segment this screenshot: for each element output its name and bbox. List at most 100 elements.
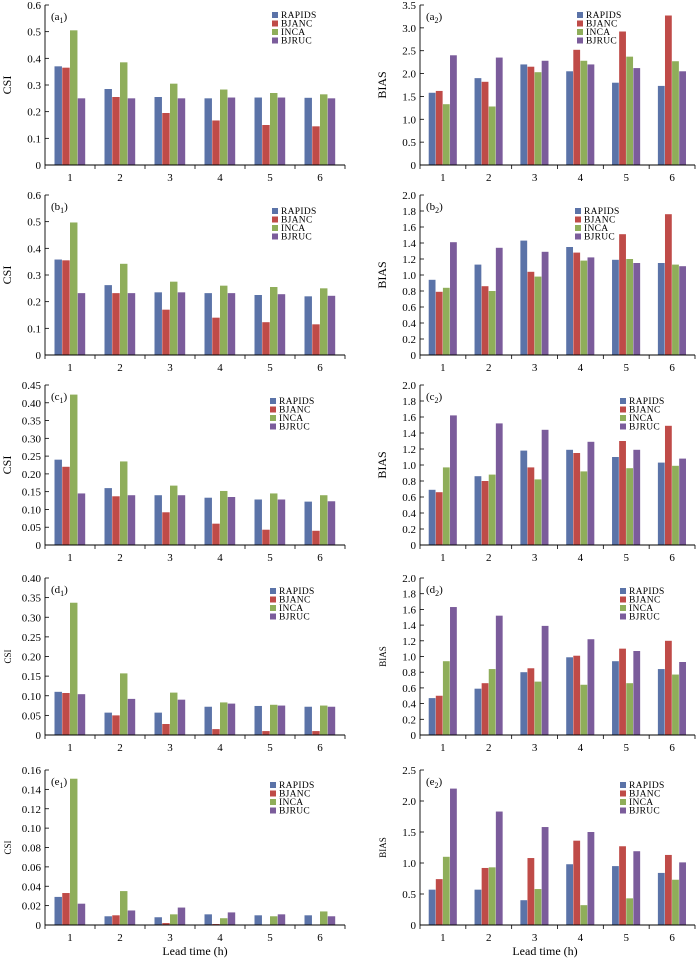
y-tick-label: 2.0 xyxy=(402,190,416,202)
legend-label-inca: INCA xyxy=(281,28,305,38)
bar-rapids-6 xyxy=(657,462,665,545)
legend-swatch-inca xyxy=(270,415,276,421)
bar-bjanc-6 xyxy=(664,640,672,735)
bar-bjanc-4 xyxy=(212,924,220,925)
bar-bjruc-5 xyxy=(633,651,641,735)
legend-swatch-rapids xyxy=(272,208,278,214)
y-axis-title: CSI xyxy=(3,649,13,663)
bar-bjruc-5 xyxy=(277,294,286,355)
bar-inca-1 xyxy=(70,30,78,165)
bar-inca-6 xyxy=(320,911,328,925)
bar-rapids-1 xyxy=(54,691,62,735)
bar-bjruc-1 xyxy=(77,694,86,735)
bar-inca-6 xyxy=(672,264,679,355)
bar-bjruc-5 xyxy=(277,914,286,925)
x-tick-label: 3 xyxy=(532,552,538,564)
x-tick-label: 4 xyxy=(578,932,584,944)
y-tick-label: 2.0 xyxy=(402,380,416,392)
bar-bjanc-1 xyxy=(435,879,443,925)
bar-bjruc-6 xyxy=(327,916,336,925)
bar-rapids-4 xyxy=(204,914,212,925)
x-tick-label: 2 xyxy=(117,932,123,944)
legend-label-rapids: RAPIDS xyxy=(629,397,665,407)
y-tick-label: 0.8 xyxy=(402,286,416,298)
bar-bjanc-4 xyxy=(573,252,581,355)
legend-label-rapids: RAPIDS xyxy=(279,781,315,791)
bar-bjruc-6 xyxy=(679,266,686,355)
bar-rapids-1 xyxy=(428,92,436,165)
legend-label-inca: INCA xyxy=(279,604,303,614)
bar-inca-6 xyxy=(672,879,679,925)
bar-rapids-6 xyxy=(304,706,312,735)
bar-bjanc-2 xyxy=(112,293,120,355)
legend-swatch-inca xyxy=(270,605,276,611)
legend-label-rapids: RAPIDS xyxy=(279,587,315,597)
y-tick-label: 0.4 xyxy=(27,53,41,65)
x-tick-label: 2 xyxy=(117,362,123,374)
y-axis-title: BIAS xyxy=(378,646,388,667)
x-tick-label: 4 xyxy=(217,552,223,564)
bar-bjanc-3 xyxy=(527,271,535,355)
bar-bjruc-2 xyxy=(495,423,503,545)
legend-label-bjruc: BJRUC xyxy=(281,37,312,47)
y-tick-label: 2.0 xyxy=(402,573,416,585)
bar-inca-2 xyxy=(488,106,496,165)
x-tick-label: 6 xyxy=(317,932,323,944)
y-tick-label: 1.8 xyxy=(402,396,416,408)
x-tick-label: 1 xyxy=(440,932,446,944)
bar-inca-1 xyxy=(70,602,78,735)
x-tick-label: 1 xyxy=(67,172,73,184)
bar-inca-1 xyxy=(70,394,78,545)
legend-swatch-rapids xyxy=(577,12,583,18)
bar-bjruc-1 xyxy=(450,242,457,355)
bar-inca-6 xyxy=(320,495,328,545)
bar-inca-3 xyxy=(534,889,542,925)
bar-rapids-2 xyxy=(104,916,112,925)
y-tick-label: 0.14 xyxy=(22,784,42,796)
bar-bjruc-6 xyxy=(327,295,336,355)
x-tick-label: 6 xyxy=(669,742,675,754)
x-tick-label: 4 xyxy=(217,932,223,944)
x-tick-label: 1 xyxy=(440,172,446,184)
bar-bjruc-3 xyxy=(541,827,549,925)
bar-bjruc-6 xyxy=(679,662,686,735)
x-tick-label: 6 xyxy=(669,362,675,374)
bar-inca-1 xyxy=(442,287,450,355)
y-tick-label: 0 xyxy=(36,160,42,172)
bar-bjanc-2 xyxy=(112,97,120,165)
chart-panel-a2: 0 0.5 1.0 1.5 2.0 2.5 3.0 3.5 1 2 3 4 5 6 BIAS (a2) RAPI… xyxy=(375,0,696,184)
y-tick-label: 0.3 xyxy=(27,80,41,92)
bar-inca-2 xyxy=(488,474,496,545)
bar-bjruc-5 xyxy=(633,851,641,925)
bar-bjanc-4 xyxy=(212,729,220,735)
chart-panel-d2: 0 0.2 0.4 0.6 0.8 1.0 1.2 1.4 1.6 1.8 2.0 1 2 3 4 5 6 BIA… xyxy=(378,573,696,754)
bar-bjanc-5 xyxy=(619,441,626,545)
bar-rapids-4 xyxy=(204,98,212,165)
legend-swatch-bjanc xyxy=(270,406,276,413)
bar-bjanc-3 xyxy=(162,113,170,165)
x-tick-label: 6 xyxy=(669,172,675,184)
bar-bjruc-4 xyxy=(587,639,595,735)
bar-inca-3 xyxy=(534,681,542,735)
y-tick-label: 0.16 xyxy=(22,765,42,777)
bar-bjanc-2 xyxy=(481,481,489,545)
x-tick-label: 1 xyxy=(440,742,446,754)
bar-bjanc-2 xyxy=(112,715,120,736)
bar-bjruc-5 xyxy=(277,705,286,735)
y-tick-label: 0 xyxy=(36,730,42,742)
bar-bjruc-4 xyxy=(227,703,236,735)
bar-bjruc-5 xyxy=(277,97,286,165)
legend-label-inca: INCA xyxy=(629,414,653,424)
bar-rapids-5 xyxy=(612,259,619,355)
bar-bjanc-4 xyxy=(573,49,581,165)
legend-swatch-bjanc xyxy=(620,406,626,413)
panel-label: (c1) xyxy=(51,391,68,405)
y-tick-label: 1.2 xyxy=(402,444,416,456)
legend-label-bjanc: BJANC xyxy=(279,406,311,416)
bar-rapids-1 xyxy=(54,259,62,355)
y-tick-label: 1.0 xyxy=(402,652,416,664)
bar-rapids-5 xyxy=(254,97,262,165)
bar-bjruc-6 xyxy=(327,706,336,735)
legend-swatch-inca xyxy=(620,605,626,611)
